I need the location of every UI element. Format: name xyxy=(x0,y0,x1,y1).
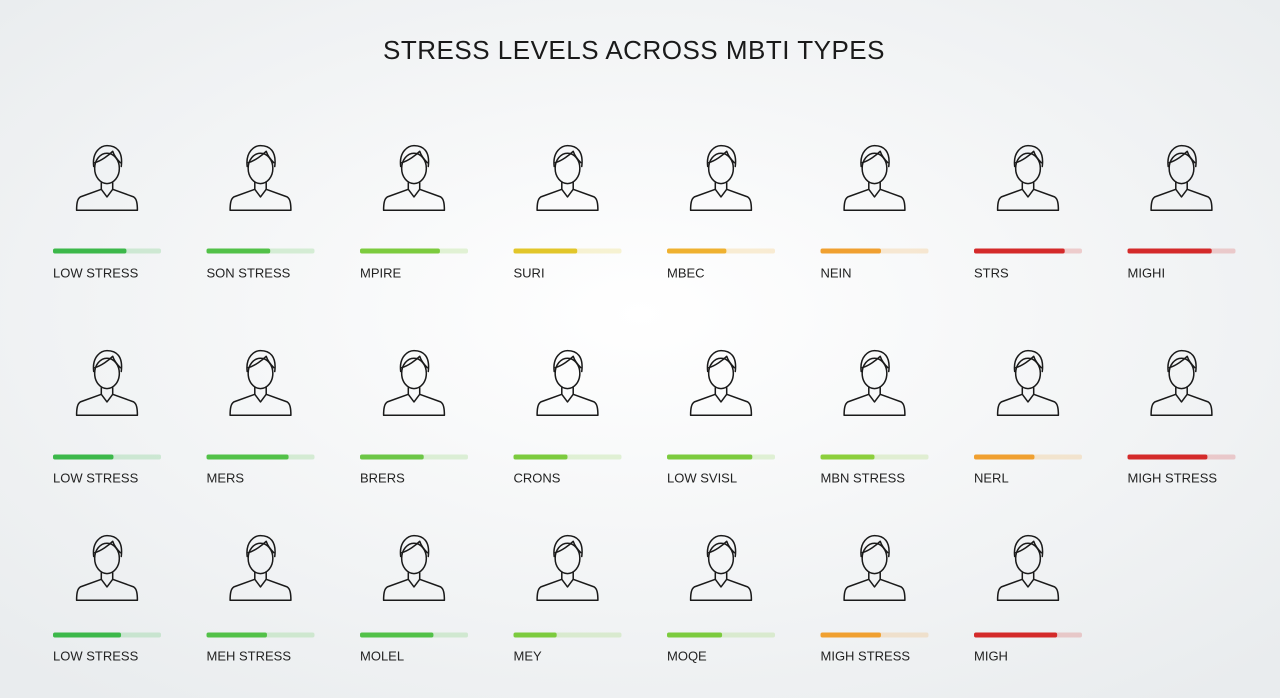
bar-fill xyxy=(360,248,440,254)
stress-label: MIGH xyxy=(974,648,1008,663)
bar-fill xyxy=(53,248,127,254)
stress-label: MIGH STRESS xyxy=(821,648,911,663)
stress-card: MIGH STRESS xyxy=(820,534,929,663)
stress-label: CRONS xyxy=(514,470,561,485)
bar-fill xyxy=(513,454,568,460)
bar-fill xyxy=(206,632,267,638)
stress-card: SON STRESS xyxy=(206,144,315,280)
stress-card: MBEC xyxy=(667,144,775,280)
stress-label: SURI xyxy=(514,265,545,280)
stress-card: SURI xyxy=(513,144,622,280)
stress-label: LOW STRESS xyxy=(53,265,139,280)
stress-label: MBEC xyxy=(667,265,705,280)
bar-fill xyxy=(206,248,271,254)
stress-card: LOW STRESS xyxy=(53,349,161,485)
bar-fill xyxy=(513,248,578,254)
stress-card: MEH STRESS xyxy=(206,534,315,663)
stress-label: MOLEL xyxy=(360,648,404,663)
bar-fill xyxy=(513,632,557,638)
stress-card: MIGH STRESS xyxy=(1127,349,1236,485)
stress-card: LOW STRESS xyxy=(53,144,161,280)
stress-label: LOW SVISL xyxy=(667,470,737,485)
bar-fill xyxy=(974,632,1058,638)
stress-card: CRONS xyxy=(513,349,622,485)
bar-fill xyxy=(360,454,424,460)
bar-fill xyxy=(360,632,434,638)
stress-label: LOW STRESS xyxy=(53,470,139,485)
stress-label: MEY xyxy=(514,648,543,663)
stress-card: LOW SVISL xyxy=(667,349,775,485)
bar-fill xyxy=(974,454,1035,460)
stress-card: NERL xyxy=(974,349,1082,485)
stress-card: LOW STRESS xyxy=(53,534,161,663)
stress-card: MEY xyxy=(513,534,622,663)
stress-label: NEIN xyxy=(821,265,852,280)
bar-fill xyxy=(1127,248,1212,254)
bar-fill xyxy=(820,248,881,254)
bar-fill xyxy=(667,454,753,460)
bar-fill xyxy=(667,632,723,638)
bar-fill xyxy=(667,248,727,254)
stress-label: MPIRE xyxy=(360,265,402,280)
bar-fill xyxy=(53,632,122,638)
stress-label: NERL xyxy=(974,470,1009,485)
stress-card: BRERS xyxy=(360,349,468,485)
stress-card: MERS xyxy=(206,349,315,485)
stress-card: MOQE xyxy=(667,534,775,663)
stress-card: MPIRE xyxy=(360,144,468,280)
bar-fill xyxy=(974,248,1065,254)
stress-card: NEIN xyxy=(820,144,929,280)
stress-card: MBN STRESS xyxy=(820,349,929,485)
stress-label: MIGHI xyxy=(1128,265,1166,280)
title: STRESS LEVELS ACROSS MBTI TYPES xyxy=(383,35,885,65)
stress-label: SON STRESS xyxy=(207,265,291,280)
stress-card: STRS xyxy=(974,144,1082,280)
stress-card: MOLEL xyxy=(360,534,468,663)
bar-fill xyxy=(820,454,875,460)
bar-fill xyxy=(206,454,289,460)
stress-label: STRS xyxy=(974,265,1009,280)
bar-fill xyxy=(1127,454,1208,460)
stress-label: MEH STRESS xyxy=(207,648,292,663)
items: LOW STRESS SON STRESS MPIRE SURI MBEC NEIN STR… xyxy=(53,144,1236,663)
stress-label: MERS xyxy=(207,470,245,485)
stress-card: MIGHI xyxy=(1127,144,1236,280)
stress-label: MIGH STRESS xyxy=(1128,470,1218,485)
stress-label: BRERS xyxy=(360,470,405,485)
stress-label: MBN STRESS xyxy=(821,470,906,485)
stress-label: MOQE xyxy=(667,648,707,663)
bar-fill xyxy=(53,454,114,460)
stress-card: MIGH xyxy=(974,534,1082,663)
bar-fill xyxy=(820,632,881,638)
stress-label: LOW STRESS xyxy=(53,648,139,663)
